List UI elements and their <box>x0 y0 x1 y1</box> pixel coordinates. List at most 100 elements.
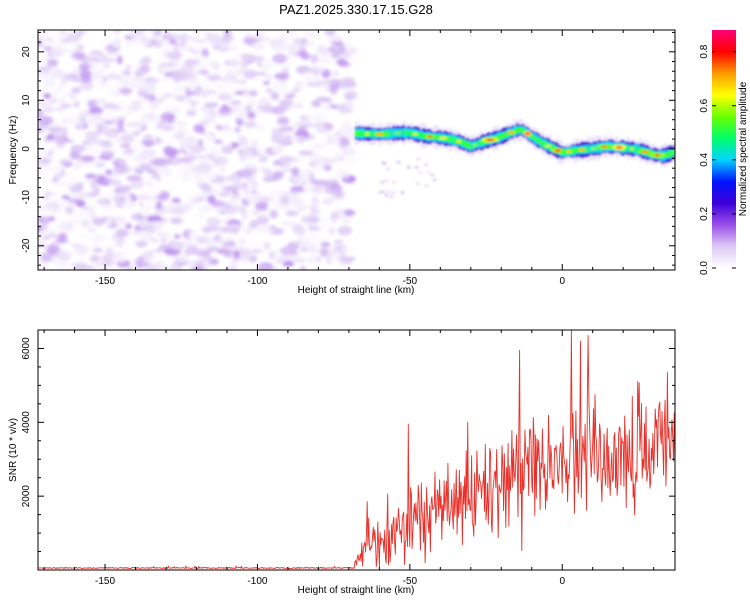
noise-blob <box>344 146 356 155</box>
noise-blob <box>170 217 183 225</box>
noise-blob <box>156 169 169 175</box>
noise-blob <box>210 225 223 232</box>
noise-blob <box>384 178 389 183</box>
noise-blob <box>43 77 56 88</box>
noise-blob <box>129 141 145 152</box>
noise-blob <box>291 255 301 260</box>
noise-blob <box>160 217 168 223</box>
noise-blob <box>430 173 435 177</box>
noise-blob <box>238 148 253 159</box>
colorbar-tick-label: 0.0 <box>699 261 710 275</box>
noise-blob <box>270 39 286 47</box>
noise-blob <box>426 170 431 174</box>
noise-blob <box>271 146 283 154</box>
noise-blob <box>106 54 118 60</box>
noise-blob <box>166 75 175 85</box>
noise-blob <box>45 244 60 252</box>
noise-blob <box>239 252 252 262</box>
noise-blob <box>144 264 160 270</box>
noise-blob <box>130 181 144 190</box>
noise-blob <box>337 136 350 146</box>
noise-blob <box>328 226 335 236</box>
noise-blob <box>51 41 58 46</box>
noise-blob <box>169 94 177 100</box>
noise-blob <box>415 182 421 186</box>
noise-blob <box>262 190 271 196</box>
noise-blob <box>218 86 231 93</box>
noise-blob <box>96 43 106 52</box>
noise-blob <box>345 131 358 140</box>
noise-blob <box>282 261 295 267</box>
ridge-hotspot-core <box>507 131 516 134</box>
noise-blob <box>258 97 270 107</box>
noise-blob <box>161 39 170 47</box>
noise-blob <box>221 136 235 143</box>
noise-blob <box>255 124 266 131</box>
noise-blob <box>139 206 150 217</box>
noise-blob <box>124 195 132 204</box>
x-tick-label: -100 <box>247 276 267 287</box>
noise-blob <box>73 259 84 265</box>
noise-blob <box>293 226 306 236</box>
noise-blob <box>154 127 166 137</box>
noise-blob <box>52 86 64 93</box>
colorbar-gradient <box>712 30 736 268</box>
noise-blob <box>71 52 86 61</box>
noise-blob <box>74 210 88 219</box>
noise-blob <box>295 96 304 105</box>
noise-blob <box>193 32 207 40</box>
noise-blob <box>211 64 221 71</box>
noise-blob <box>116 55 123 65</box>
noise-blob <box>141 250 154 260</box>
noise-blob <box>230 205 240 212</box>
noise-blob <box>124 34 134 41</box>
noise-blob <box>63 223 76 233</box>
noise-blob <box>107 179 122 185</box>
noise-blob <box>38 100 50 107</box>
noise-blob <box>296 192 306 201</box>
noise-blob <box>308 105 318 114</box>
spectrogram-noise-field <box>38 30 359 270</box>
y-tick-label: 6000 <box>21 337 32 360</box>
ridge-hotspot-core <box>485 138 495 142</box>
noise-blob <box>270 106 286 116</box>
noise-blob <box>279 195 291 205</box>
noise-blob <box>147 187 162 196</box>
noise-blob <box>208 33 222 44</box>
noise-blob <box>164 147 178 158</box>
y-tick-label: -20 <box>21 238 32 253</box>
noise-blob <box>306 234 320 240</box>
ridge-hotspot-core <box>365 132 370 136</box>
noise-blob <box>51 153 67 160</box>
noise-blob <box>241 91 249 100</box>
noise-blob <box>148 67 156 74</box>
noise-blob <box>78 111 91 118</box>
noise-blob <box>84 265 96 270</box>
noise-blob <box>105 169 113 175</box>
noise-blob <box>414 165 419 169</box>
noise-blob <box>329 190 346 200</box>
noise-blob <box>115 147 126 152</box>
noise-blob <box>322 198 334 206</box>
noise-blob <box>253 42 266 51</box>
y-tick-label: 0 <box>21 146 32 152</box>
noise-blob <box>164 66 173 73</box>
noise-blob <box>119 87 133 95</box>
spectrogram-ridge <box>355 117 675 199</box>
noise-blob <box>66 41 82 46</box>
noise-blob <box>40 252 52 263</box>
noise-blob <box>186 110 196 117</box>
noise-blob <box>70 178 86 184</box>
snr-frame <box>37 329 676 571</box>
y-tick-label: 20 <box>21 46 32 58</box>
noise-blob <box>217 93 233 101</box>
noise-blob <box>114 137 122 143</box>
noise-blob <box>104 192 113 199</box>
noise-blob <box>344 157 357 166</box>
noise-blob <box>232 104 248 115</box>
noise-blob <box>93 175 101 180</box>
noise-blob <box>141 151 157 162</box>
noise-blob <box>199 56 209 66</box>
noise-blob <box>320 242 331 247</box>
colorbar-tick-label: 0.8 <box>699 44 710 58</box>
